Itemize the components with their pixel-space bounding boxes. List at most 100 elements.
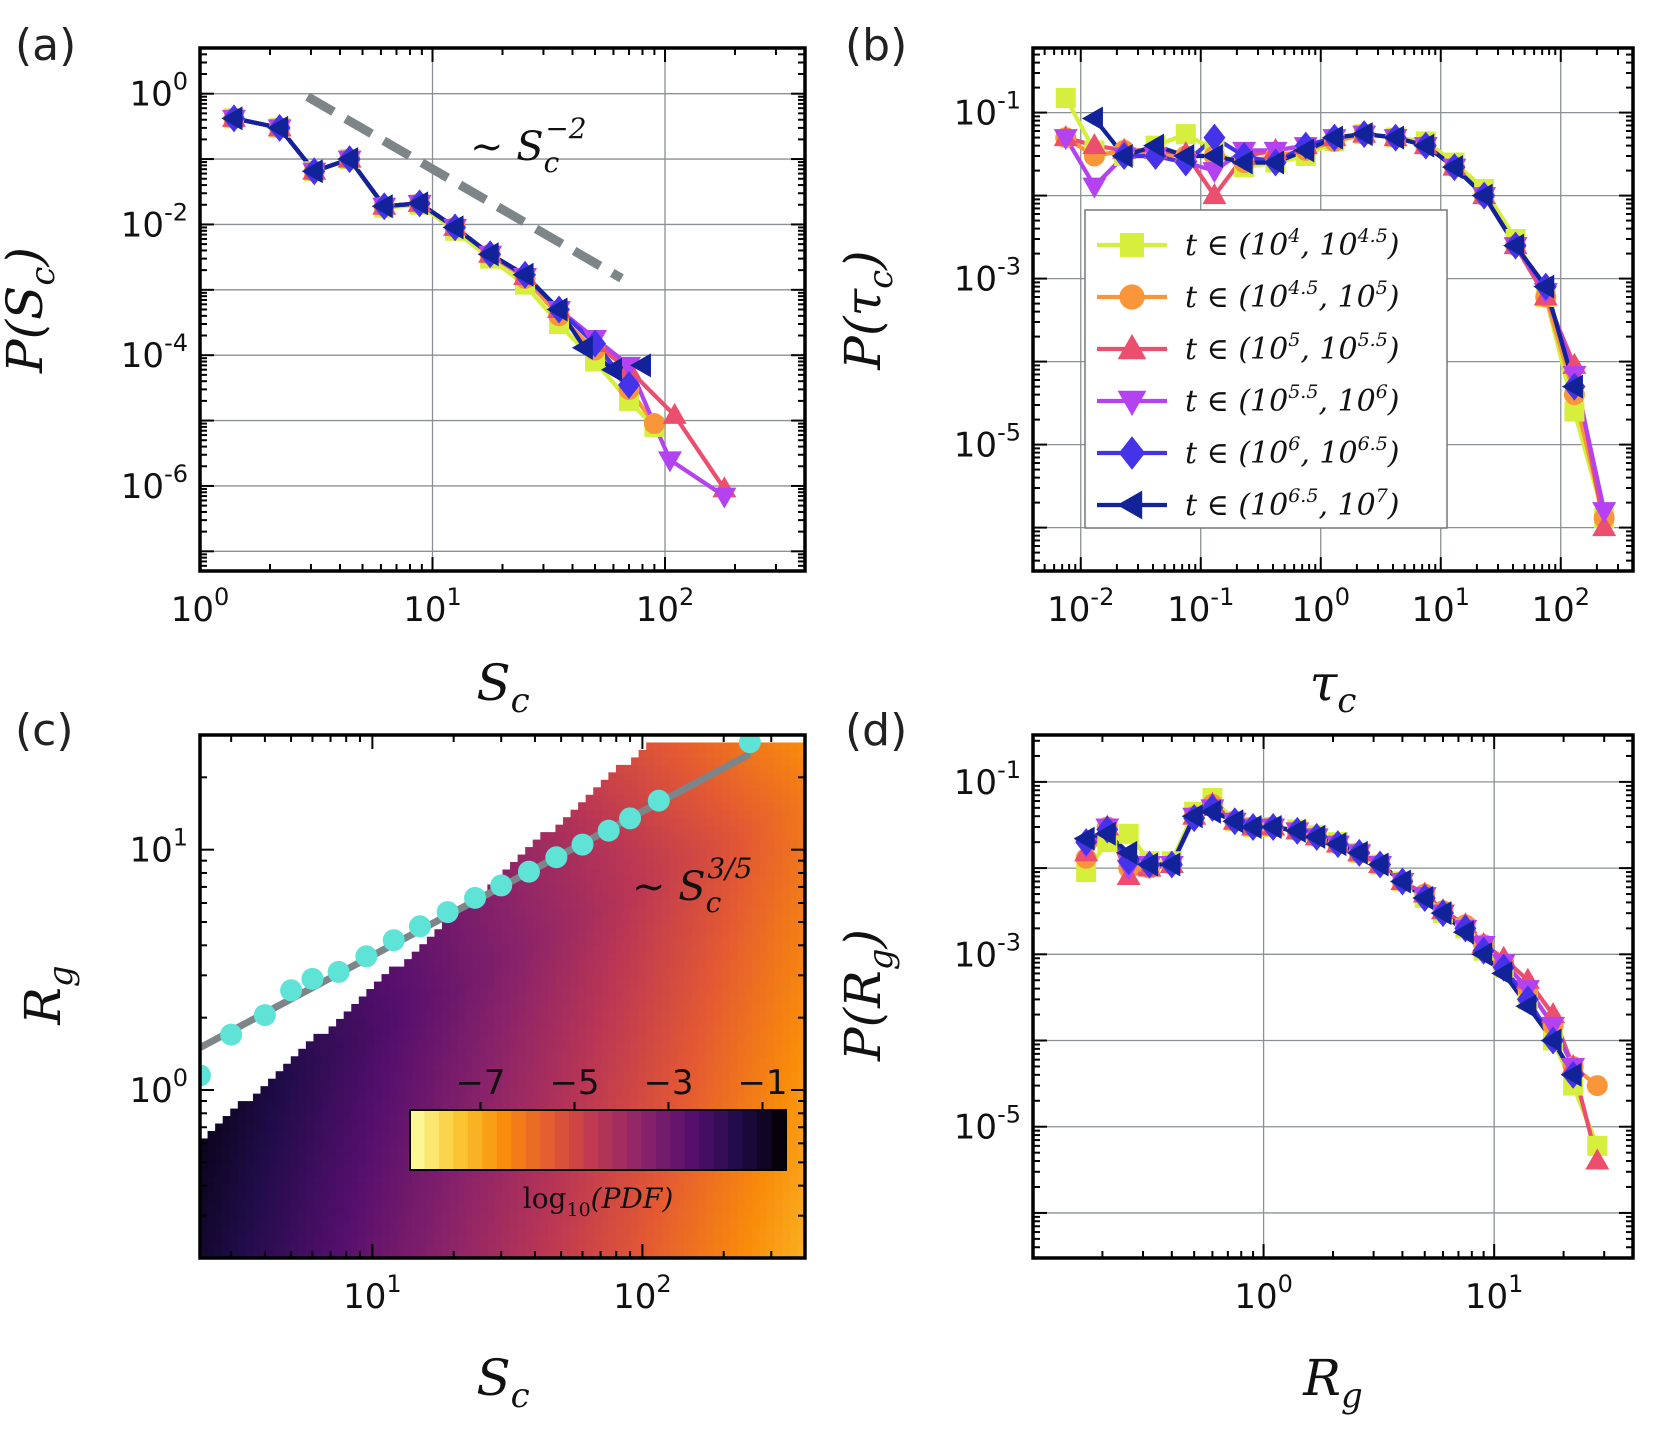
heatmap-cell xyxy=(305,1250,315,1258)
heatmap-cell xyxy=(305,1041,315,1050)
heatmap-cell xyxy=(396,1003,405,1013)
heatmap-cell xyxy=(684,1041,693,1050)
heatmap-cell xyxy=(449,959,458,968)
heatmap-cell xyxy=(396,1183,405,1192)
heatmap-cell xyxy=(736,869,746,878)
heatmap-cell xyxy=(563,1205,572,1214)
heatmap-cell xyxy=(381,1198,390,1207)
heatmap-cell xyxy=(351,1056,360,1065)
heatmap-cell xyxy=(343,1123,352,1132)
heatmap-cell xyxy=(668,914,678,923)
heatmap-cell xyxy=(668,944,678,953)
heatmap-cell xyxy=(661,1168,670,1177)
heatmap-cell xyxy=(774,1213,783,1222)
heatmap-cell xyxy=(668,921,678,930)
heatmap-cell xyxy=(540,1048,549,1057)
heatmap-cell xyxy=(767,824,776,833)
heatmap-cell xyxy=(661,1086,670,1095)
heatmap-cell xyxy=(767,1003,776,1013)
heatmap-cell xyxy=(563,1063,572,1072)
heatmap-cell xyxy=(510,1190,519,1199)
series-5-point xyxy=(477,242,499,267)
heatmap-cell xyxy=(268,1183,277,1192)
heatmap-cell xyxy=(525,1026,534,1035)
heatmap-cell xyxy=(661,869,670,878)
heatmap-cell xyxy=(366,1235,375,1244)
heatmap-cell xyxy=(245,1108,254,1117)
heatmap-cell xyxy=(389,1063,398,1072)
heatmap-cell xyxy=(752,817,761,826)
heatmap-cell xyxy=(517,1071,526,1080)
heatmap-cell xyxy=(328,1138,337,1147)
heatmap-cell xyxy=(547,1205,557,1214)
heatmap-cell xyxy=(615,1243,625,1252)
heatmap-cell xyxy=(449,1175,458,1184)
heatmap-cell xyxy=(600,1243,609,1252)
heatmap-cell xyxy=(676,1011,685,1020)
heatmap-cell xyxy=(472,974,481,983)
heatmap-cell xyxy=(540,869,549,878)
series-5-point xyxy=(1143,133,1165,158)
heatmap-cell xyxy=(721,749,730,759)
heatmap-cell xyxy=(547,1183,557,1192)
heatmap-cell xyxy=(517,906,526,915)
heatmap-cell xyxy=(653,862,662,871)
heatmap-cell xyxy=(615,839,625,848)
heatmap-cell xyxy=(782,891,791,900)
heatmap-cell xyxy=(358,1011,367,1020)
heatmap-cell xyxy=(411,1048,420,1057)
heatmap-cell xyxy=(200,1235,209,1244)
heatmap-cell xyxy=(555,1033,564,1042)
heatmap-cell xyxy=(729,824,738,833)
heatmap-cell xyxy=(215,1243,224,1252)
heatmap-cell xyxy=(487,1041,496,1050)
heatmap-cell xyxy=(600,936,609,945)
heatmap-cell xyxy=(517,1213,526,1222)
heatmap-cell xyxy=(517,1056,526,1065)
heatmap-cell xyxy=(525,1093,534,1102)
heatmap-cell xyxy=(744,1250,753,1258)
heatmap-cell xyxy=(767,854,776,863)
heatmap-cell xyxy=(472,1078,481,1087)
heatmap-cell xyxy=(774,914,783,923)
heatmap-cell xyxy=(706,749,715,759)
heatmap-cell xyxy=(207,1153,216,1162)
heatmap-cell xyxy=(449,921,458,930)
heatmap-cell xyxy=(593,802,602,811)
heatmap-cell xyxy=(366,1213,375,1222)
heatmap-cell xyxy=(298,1235,307,1244)
heatmap-cell xyxy=(631,1250,640,1258)
heatmap-cell xyxy=(252,1250,262,1258)
heatmap-cell xyxy=(623,1183,632,1192)
heatmap-cell xyxy=(502,996,511,1005)
heatmap-cell xyxy=(736,779,746,788)
heatmap-cell xyxy=(631,1063,640,1072)
heatmap-cell xyxy=(653,1093,662,1102)
heatmap-cell xyxy=(646,1190,655,1199)
series-5-point xyxy=(1540,1028,1562,1053)
heatmap-cell xyxy=(752,914,761,923)
heatmap-cell xyxy=(699,1018,708,1027)
heatmap-cell xyxy=(532,1063,541,1072)
heatmap-cell xyxy=(449,1101,458,1110)
heatmap-cell xyxy=(343,1160,352,1169)
heatmap-cell xyxy=(404,989,413,998)
heatmap-cell xyxy=(555,1056,564,1065)
heatmap-cell xyxy=(797,876,805,886)
heatmap-cell xyxy=(615,1220,625,1229)
heatmap-cell xyxy=(222,1130,231,1140)
heatmap-cell xyxy=(578,1033,587,1042)
heatmap-cell xyxy=(736,1003,746,1013)
heatmap-cell xyxy=(676,794,685,803)
heatmap-cell xyxy=(721,772,730,781)
heatmap-cell xyxy=(789,764,799,773)
heatmap-cell xyxy=(578,914,587,923)
heatmap-cell xyxy=(343,1116,352,1125)
heatmap-cell xyxy=(411,1220,420,1229)
heatmap-cell xyxy=(585,1071,594,1080)
heatmap-cell xyxy=(404,1205,413,1214)
heatmap-cell xyxy=(502,966,511,975)
heatmap-cell xyxy=(502,891,511,900)
heatmap-cell xyxy=(381,1018,390,1027)
